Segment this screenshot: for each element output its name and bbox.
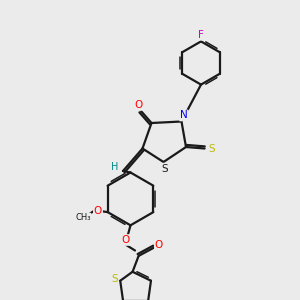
Text: CH₃: CH₃ [76, 213, 91, 222]
Text: F: F [198, 30, 204, 40]
Text: O: O [121, 235, 130, 245]
Text: O: O [134, 100, 142, 110]
Text: N: N [180, 110, 188, 121]
Text: S: S [208, 143, 214, 154]
Text: S: S [112, 274, 118, 284]
Text: H: H [111, 162, 118, 172]
Text: S: S [162, 164, 168, 174]
Text: O: O [155, 240, 163, 250]
Text: O: O [94, 206, 102, 216]
